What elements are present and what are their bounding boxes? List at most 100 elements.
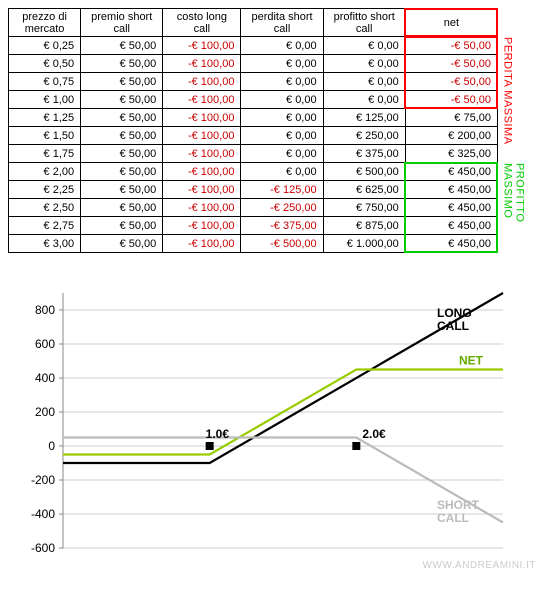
- cell: € 50,00: [81, 55, 163, 73]
- cell: € 0,50: [9, 55, 81, 73]
- cell: € 1,25: [9, 109, 81, 127]
- y-tick-label: -200: [31, 473, 55, 487]
- col-header-5: net: [405, 9, 497, 37]
- cell: € 50,00: [81, 199, 163, 217]
- table-header-row: prezzo di mercatopremio short callcosto …: [9, 9, 498, 37]
- cell: € 125,00: [323, 109, 405, 127]
- cell: € 0,00: [241, 91, 323, 109]
- cell: € 0,00: [241, 37, 323, 55]
- cell: € 450,00: [405, 181, 497, 199]
- table-row: € 2,25€ 50,00-€ 100,00-€ 125,00€ 625,00€…: [9, 181, 498, 199]
- table-row: € 2,50€ 50,00-€ 100,00-€ 250,00€ 750,00€…: [9, 199, 498, 217]
- cell: -€ 100,00: [163, 163, 241, 181]
- cell: € 750,00: [323, 199, 405, 217]
- cell: -€ 50,00: [405, 91, 497, 109]
- cell: € 1,50: [9, 127, 81, 145]
- table-row: € 1,50€ 50,00-€ 100,00€ 0,00€ 250,00€ 20…: [9, 127, 498, 145]
- cell: € 3,00: [9, 235, 81, 253]
- table-row: € 0,75€ 50,00-€ 100,00€ 0,00€ 0,00-€ 50,…: [9, 73, 498, 91]
- col-header-2: costo long call: [163, 9, 241, 37]
- col-header-3: perdita short call: [241, 9, 323, 37]
- cell: € 50,00: [81, 91, 163, 109]
- cell: -€ 100,00: [163, 127, 241, 145]
- cell: € 0,75: [9, 73, 81, 91]
- series-label: SHORTCALL: [437, 498, 480, 525]
- cell: € 375,00: [323, 145, 405, 163]
- cell: € 50,00: [81, 37, 163, 55]
- cell: € 450,00: [405, 235, 497, 253]
- y-tick-label: -400: [31, 507, 55, 521]
- watermark: WWW.ANDREAMINI.IT: [423, 560, 537, 571]
- table-row: € 0,50€ 50,00-€ 100,00€ 0,00€ 0,00-€ 50,…: [9, 55, 498, 73]
- cell: € 0,00: [241, 145, 323, 163]
- y-tick-label: 600: [35, 337, 55, 351]
- cell: € 0,00: [241, 127, 323, 145]
- col-header-4: profitto short call: [323, 9, 405, 37]
- marker-label: 2.0€: [362, 427, 386, 441]
- cell: € 325,00: [405, 145, 497, 163]
- cell: € 50,00: [81, 235, 163, 253]
- cell: € 1,75: [9, 145, 81, 163]
- table-row: € 2,00€ 50,00-€ 100,00€ 0,00€ 500,00€ 45…: [9, 163, 498, 181]
- table-row: € 0,25€ 50,00-€ 100,00€ 0,00€ 0,00-€ 50,…: [9, 37, 498, 55]
- cell: € 2,00: [9, 163, 81, 181]
- cell: € 250,00: [323, 127, 405, 145]
- max-profit-label: PROFITTO MASSIMO: [502, 163, 526, 254]
- cell: € 0,00: [241, 73, 323, 91]
- cell: -€ 100,00: [163, 145, 241, 163]
- cell: € 75,00: [405, 109, 497, 127]
- cell: € 2,50: [9, 199, 81, 217]
- table-row: € 1,00€ 50,00-€ 100,00€ 0,00€ 0,00-€ 50,…: [9, 91, 498, 109]
- cell: -€ 100,00: [163, 217, 241, 235]
- table-row: € 2,75€ 50,00-€ 100,00-€ 375,00€ 875,00€…: [9, 217, 498, 235]
- y-tick-label: 800: [35, 303, 55, 317]
- cell: -€ 250,00: [241, 199, 323, 217]
- y-tick-label: 0: [48, 439, 55, 453]
- cell: -€ 100,00: [163, 109, 241, 127]
- cell: € 1,00: [9, 91, 81, 109]
- max-loss-label: PERDITA MASSIMA: [502, 37, 514, 145]
- options-table-region: prezzo di mercatopremio short callcosto …: [8, 8, 542, 253]
- y-tick-label: 200: [35, 405, 55, 419]
- cell: € 450,00: [405, 199, 497, 217]
- cell: € 50,00: [81, 145, 163, 163]
- marker-label: 1.0€: [206, 427, 230, 441]
- cell: € 450,00: [405, 217, 497, 235]
- cell: € 1.000,00: [323, 235, 405, 253]
- cell: € 0,00: [323, 55, 405, 73]
- col-header-1: premio short call: [81, 9, 163, 37]
- cell: -€ 100,00: [163, 235, 241, 253]
- cell: € 0,00: [241, 163, 323, 181]
- cell: € 0,00: [323, 37, 405, 55]
- cell: -€ 100,00: [163, 181, 241, 199]
- cell: € 50,00: [81, 127, 163, 145]
- cell: -€ 125,00: [241, 181, 323, 199]
- cell: -€ 100,00: [163, 199, 241, 217]
- cell: -€ 100,00: [163, 73, 241, 91]
- cell: € 200,00: [405, 127, 497, 145]
- cell: € 2,75: [9, 217, 81, 235]
- cell: € 2,25: [9, 181, 81, 199]
- cell: € 50,00: [81, 181, 163, 199]
- y-tick-label: 400: [35, 371, 55, 385]
- cell: € 500,00: [323, 163, 405, 181]
- cell: € 0,00: [241, 109, 323, 127]
- cell: € 50,00: [81, 73, 163, 91]
- cell: -€ 100,00: [163, 55, 241, 73]
- cell: -€ 500,00: [241, 235, 323, 253]
- cell: € 0,25: [9, 37, 81, 55]
- payoff-chart: -600-400-2000200400600800LONGCALLNETSHOR…: [8, 283, 542, 573]
- marker-icon: [352, 442, 360, 450]
- cell: -€ 50,00: [405, 37, 497, 55]
- cell: € 50,00: [81, 163, 163, 181]
- cell: € 0,00: [323, 91, 405, 109]
- cell: € 50,00: [81, 217, 163, 235]
- cell: € 50,00: [81, 109, 163, 127]
- cell: -€ 100,00: [163, 91, 241, 109]
- y-tick-label: -600: [31, 541, 55, 555]
- marker-icon: [206, 442, 214, 450]
- series-label: NET: [459, 353, 484, 367]
- table-row: € 1,75€ 50,00-€ 100,00€ 0,00€ 375,00€ 32…: [9, 145, 498, 163]
- cell: -€ 375,00: [241, 217, 323, 235]
- col-header-0: prezzo di mercato: [9, 9, 81, 37]
